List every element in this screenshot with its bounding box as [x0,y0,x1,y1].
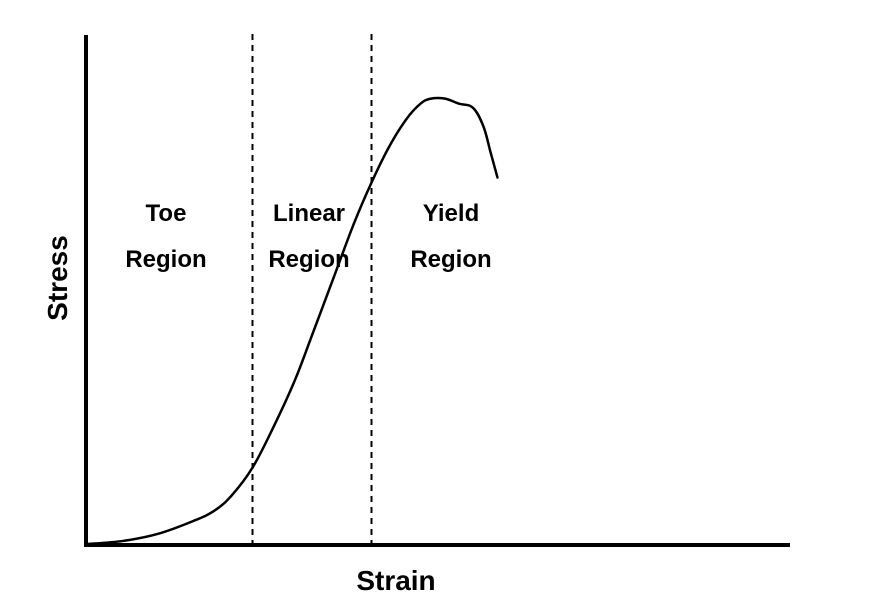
linear-region-label-line-1: Linear [273,200,345,227]
plot-area [86,34,499,546]
toe-region-label-line-2: Region [125,246,206,273]
stress-strain-curve [86,96,499,546]
yield-region-label-line-1: Yield [423,200,479,227]
toe-region-label-line-1: Toe [146,200,187,227]
y-axis-label: Stress [42,235,73,321]
yield-region-label-line-2: Region [410,246,491,273]
linear-region-label-line-2: Region [268,246,349,273]
x-axis-label: Strain [356,565,435,596]
